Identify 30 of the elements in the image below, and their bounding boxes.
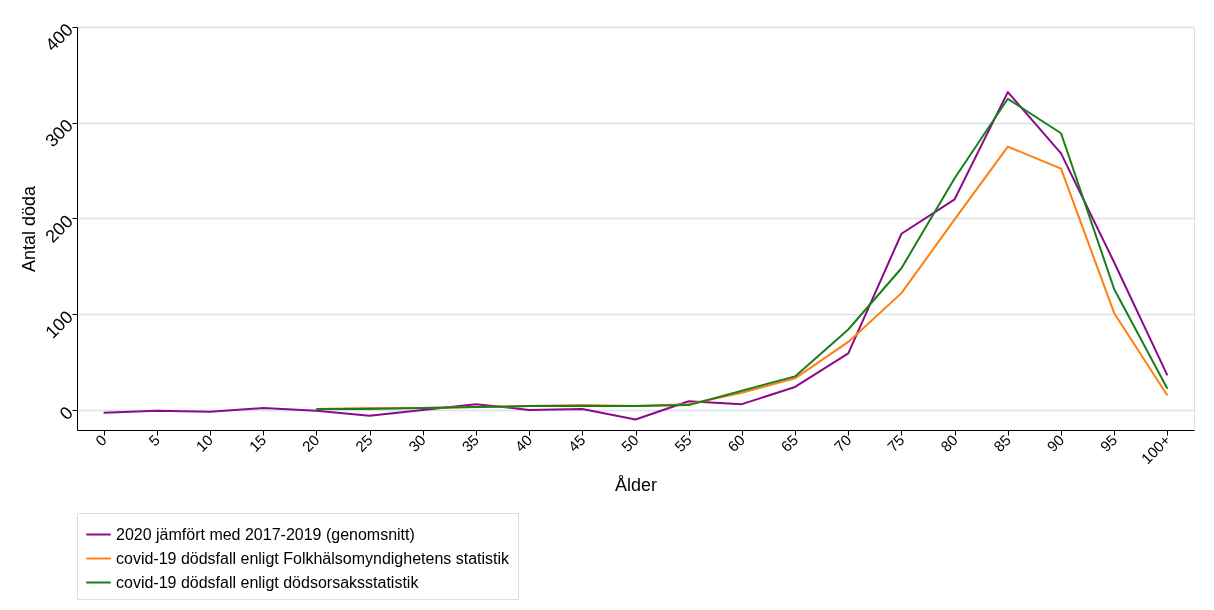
y-tick-label: 300: [41, 115, 77, 151]
x-tick-label: 10: [192, 431, 217, 455]
x-tick-label: 70: [830, 431, 855, 455]
x-tick-label: 60: [724, 431, 749, 455]
x-tick-label: 85: [990, 431, 1014, 455]
legend-label: 2020 jämfört med 2017-2019 (genomsnitt): [116, 525, 415, 543]
legend-label: covid-19 dödsfall enligt dödsorsaksstatistik: [116, 573, 420, 591]
x-tick-label: 95: [1096, 431, 1121, 455]
x-tick-label: 55: [671, 431, 695, 455]
x-tick-label: 5: [145, 431, 163, 450]
x-tick-label: 45: [564, 431, 589, 455]
x-tick-label: 20: [298, 431, 323, 455]
x-tick-label: 50: [617, 431, 642, 455]
x-tick-label: 0: [91, 431, 110, 450]
x-axis-title: Ålder: [614, 475, 658, 496]
x-tick-label: 35: [458, 431, 483, 455]
legend-label: covid-19 dödsfall enligt Folkhälsomyndighetens statistik: [116, 549, 511, 567]
x-tick-label: 40: [511, 431, 536, 455]
y-tick-label: 0: [55, 402, 77, 424]
y-tick-label: 100: [41, 306, 77, 343]
y-axis-title: Antal döda: [18, 184, 39, 273]
x-tick-label: 80: [936, 431, 961, 455]
x-tick-label: 25: [351, 431, 376, 455]
y-tick-label: 200: [41, 211, 77, 247]
x-tick-label: 65: [777, 431, 802, 455]
y-tick-label: 400: [41, 19, 77, 56]
x-tick-label: 30: [405, 431, 429, 455]
x-tick-label: 75: [883, 431, 908, 455]
x-tick-label: 90: [1043, 431, 1068, 455]
x-tick-label: 15: [245, 431, 270, 455]
